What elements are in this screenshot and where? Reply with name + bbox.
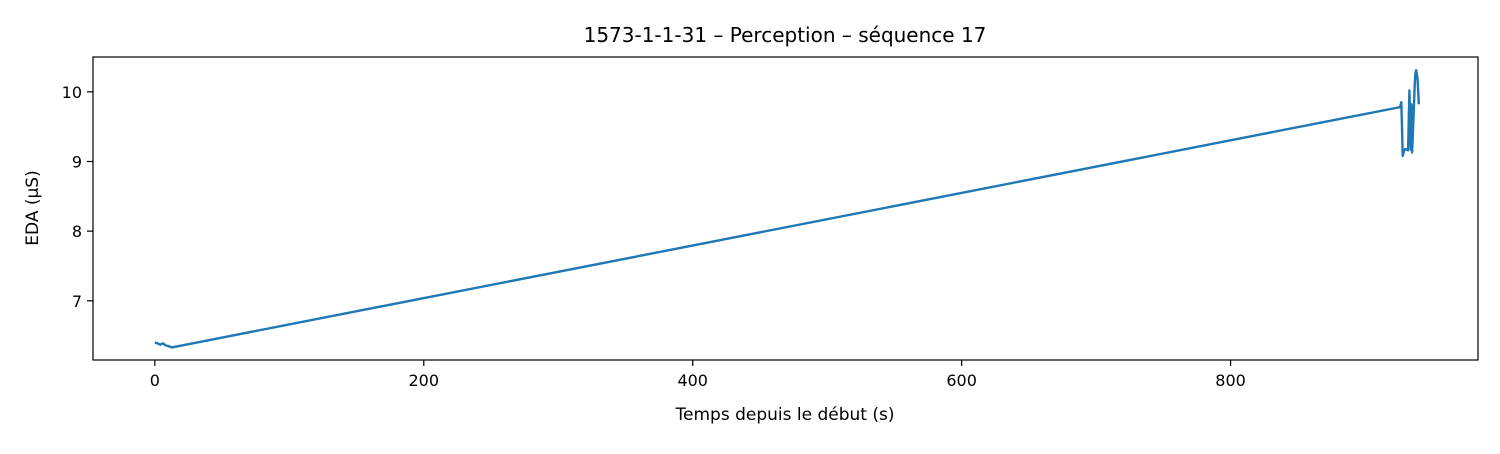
chart-title: 1573-1-1-31 – Perception – séquence 17 xyxy=(584,23,987,47)
x-tick-label: 800 xyxy=(1215,371,1246,390)
x-tick-label: 200 xyxy=(409,371,440,390)
x-axis-label: Temps depuis le début (s) xyxy=(675,405,895,425)
y-tick-label: 9 xyxy=(72,152,82,171)
y-tick-label: 7 xyxy=(72,292,82,311)
plot-frame xyxy=(92,56,1479,361)
eda-series-line xyxy=(154,69,1421,349)
y-axis-label: EDA (µS) xyxy=(23,170,43,245)
x-tick-label: 0 xyxy=(150,371,160,390)
x-axis: 0 200 400 600 800 xyxy=(150,360,1246,390)
y-axis: 7 8 9 10 xyxy=(62,83,93,311)
x-tick-label: 600 xyxy=(946,371,977,390)
x-tick-label: 400 xyxy=(677,371,708,390)
y-tick-label: 8 xyxy=(72,222,82,241)
y-tick-label: 10 xyxy=(62,83,82,102)
